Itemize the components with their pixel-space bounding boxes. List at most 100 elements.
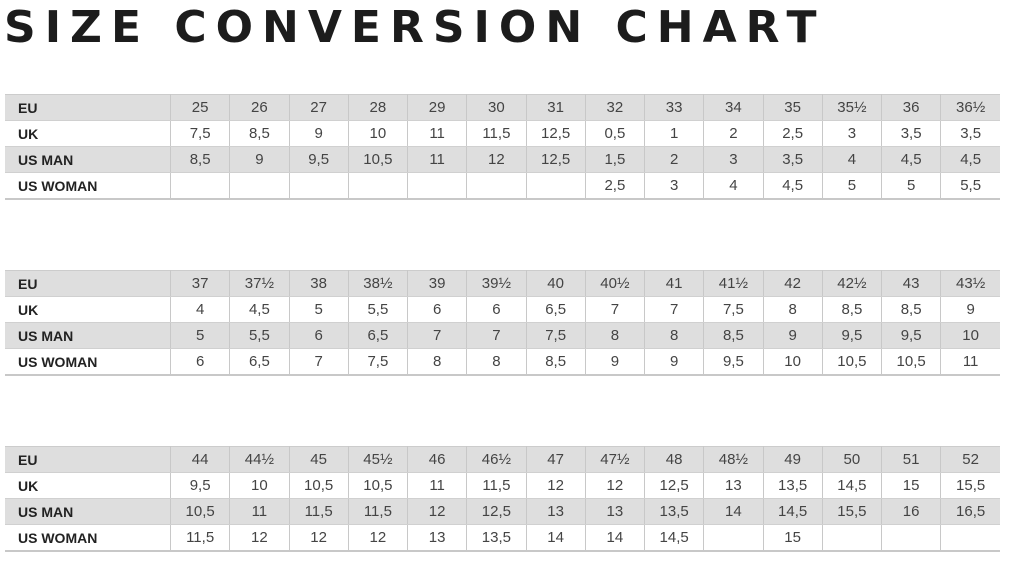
size-cell: 15 [881,472,942,499]
page-title: SIZE CONVERSION CHART [4,2,826,53]
size-cell: 3,5 [763,146,823,173]
size-cell: 13 [703,472,764,499]
size-cell: 44½ [229,446,290,473]
size-table-1: EU 25 26 27 28 29 30 31 32 33 34 35 35½ 36 36½ UK 7,5 8,5… [5,94,1000,200]
size-cell: 7,5 [703,296,764,323]
size-cell [170,172,231,200]
size-cell: 35 [763,94,823,121]
size-cell: 9 [289,120,349,147]
size-cell: 5 [170,322,231,349]
size-table-2: EU 37 37½ 38 38½ 39 39½ 40 40½ 41 41½ 42 42½ 43 43½ UK 4… [5,270,1000,376]
size-cell: 6 [170,348,231,376]
size-cell: 35½ [822,94,883,121]
row-uk: UK 7,5 8,5 9 10 11 11,5 12,5 0,5 1 2 2,5 3 3,5 3,5 [5,120,1000,147]
size-cell: 46½ [466,446,527,473]
size-cell: 48½ [703,446,764,473]
size-cell: 29 [407,94,468,121]
size-cell: 6,5 [348,322,409,349]
size-cell: 28 [348,94,409,121]
size-cell: 14 [703,498,764,525]
size-cell: 7,5 [348,348,409,376]
row-us-woman: US WOMAN 6 6,5 7 7,5 8 8 8,5 9 9 9,5 10 10,5 10,5 11 [5,348,1000,376]
size-cell: 5 [881,172,942,200]
size-cell: 9 [763,322,823,349]
size-cell: 9,5 [881,322,942,349]
size-cell: 32 [585,94,646,121]
size-cell: 9,5 [170,472,231,499]
row-label: US MAN [5,322,171,349]
size-cell: 4,5 [229,296,290,323]
size-cell: 12 [466,146,527,173]
size-cell: 16 [881,498,942,525]
row-us-man: US MAN 8,5 9 9,5 10,5 11 12 12,5 1,5 2 3 3,5 4 4,5 4,5 [5,146,1000,173]
size-cell: 4 [703,172,764,200]
size-cell [289,172,349,200]
size-cell: 5 [289,296,349,323]
size-cell: 36½ [940,94,1000,121]
size-cell: 7 [407,322,468,349]
size-cell: 3,5 [940,120,1000,147]
row-label: EU [5,446,171,473]
size-cell: 13,5 [763,472,823,499]
size-cell: 13,5 [466,524,527,552]
row-label: EU [5,94,171,121]
size-cell [466,172,527,200]
size-cell: 10,5 [348,472,409,499]
size-cell: 10,5 [348,146,409,173]
row-label: US MAN [5,498,171,525]
size-cell: 41 [644,270,705,297]
size-cell: 10,5 [822,348,883,376]
row-label: US WOMAN [5,524,171,552]
size-cell: 6,5 [229,348,290,376]
size-cell: 9,5 [822,322,883,349]
row-eu: EU 25 26 27 28 29 30 31 32 33 34 35 35½ 36 36½ [5,94,1000,121]
size-cell: 1 [644,120,705,147]
row-eu: EU 44 44½ 45 45½ 46 46½ 47 47½ 48 48½ 49 50 51 52 [5,446,1000,473]
size-cell: 48 [644,446,705,473]
size-cell: 8 [644,322,705,349]
size-cell: 4 [170,296,231,323]
size-cell: 12 [585,472,646,499]
size-cell: 8,5 [703,322,764,349]
size-cell: 6 [466,296,527,323]
size-cell: 26 [229,94,290,121]
size-cell [703,524,764,552]
size-cell: 8,5 [822,296,883,323]
size-cell: 9,5 [289,146,349,173]
size-cell: 13 [585,498,646,525]
row-uk: UK 4 4,5 5 5,5 6 6 6,5 7 7 7,5 8 8,5 8,5 9 [5,296,1000,323]
row-us-man: US MAN 10,5 11 11,5 11,5 12 12,5 13 13 13,5 14 14,5… [5,498,1000,525]
size-cell: 7,5 [526,322,586,349]
row-label: EU [5,270,171,297]
size-cell: 2,5 [585,172,646,200]
size-cell: 51 [881,446,942,473]
size-cell: 39½ [466,270,527,297]
size-cell: 9 [585,348,646,376]
size-cell: 12 [289,524,349,552]
size-cell: 6 [289,322,349,349]
size-cell: 14,5 [822,472,883,499]
row-us-man: US MAN 5 5,5 6 6,5 7 7 7,5 8 8 8,5 9 9,5 9,5 10 [5,322,1000,349]
size-cell: 31 [526,94,586,121]
size-cell: 1,5 [585,146,646,173]
row-label: US MAN [5,146,171,173]
size-cell: 5,5 [348,296,409,323]
size-cell: 40 [526,270,586,297]
size-cell: 4 [822,146,883,173]
size-cell: 11 [229,498,290,525]
size-cell: 47½ [585,446,646,473]
size-cell: 45½ [348,446,409,473]
size-cell: 52 [940,446,1000,473]
size-cell: 8,5 [526,348,586,376]
size-cell: 11 [407,120,468,147]
size-cell: 43½ [940,270,1000,297]
size-cell: 44 [170,446,231,473]
size-cell: 13,5 [644,498,705,525]
size-cell: 37 [170,270,231,297]
size-cell: 13 [407,524,468,552]
size-cell: 34 [703,94,764,121]
size-cell [348,172,409,200]
size-cell: 8,5 [229,120,290,147]
size-cell: 47 [526,446,586,473]
size-cell: 16,5 [940,498,1000,525]
